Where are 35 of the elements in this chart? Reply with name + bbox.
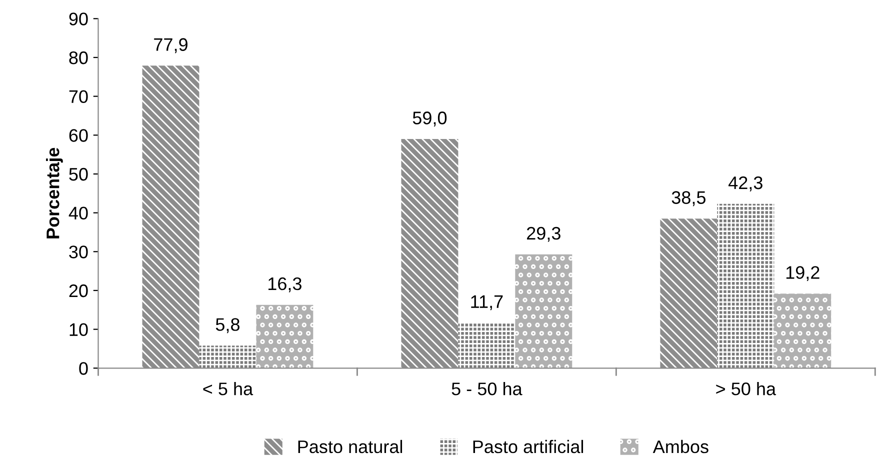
y-tick-label: 30	[69, 246, 88, 258]
legend-label: Pasto artificial	[473, 440, 584, 454]
bar	[199, 346, 256, 368]
x-tick-label: > 50 ha	[716, 382, 776, 396]
y-tick-label: 50	[69, 168, 88, 181]
bar	[401, 139, 458, 368]
bar	[660, 218, 718, 368]
data-label: 38,5	[672, 191, 706, 206]
bar	[774, 294, 832, 368]
y-tick-label: 40	[68, 206, 88, 220]
data-label: 59,0	[412, 112, 447, 126]
bar	[142, 66, 200, 368]
y-tick-label: 20	[69, 284, 88, 298]
y-tick-label: 0	[79, 362, 88, 375]
y-tick-label: 90	[69, 12, 88, 26]
y-tick-label: 10	[70, 323, 88, 336]
data-label: 11,7	[471, 295, 503, 310]
bar	[256, 304, 314, 368]
bar	[515, 254, 572, 368]
x-tick-label: 5 - 50 ha	[452, 382, 522, 396]
legend-label: Ambos	[652, 440, 708, 454]
data-label: 29,3	[527, 226, 560, 242]
data-label: 77,9	[154, 38, 188, 54]
bar	[458, 322, 516, 368]
y-tick-label: 60	[69, 129, 88, 142]
bar	[717, 204, 774, 368]
y-tick-label: 80	[69, 51, 88, 64]
y-axis-title: Porcentaje	[46, 148, 63, 238]
data-label: 19,2	[786, 266, 820, 282]
x-tick-label: < 5 ha	[203, 382, 254, 396]
data-label: 16,3	[268, 277, 302, 292]
data-label: 5,8	[216, 318, 240, 334]
legend-label: Pasto natural	[298, 440, 402, 454]
y-tick-label: 70	[69, 90, 88, 104]
data-label: 42,3	[728, 176, 762, 192]
